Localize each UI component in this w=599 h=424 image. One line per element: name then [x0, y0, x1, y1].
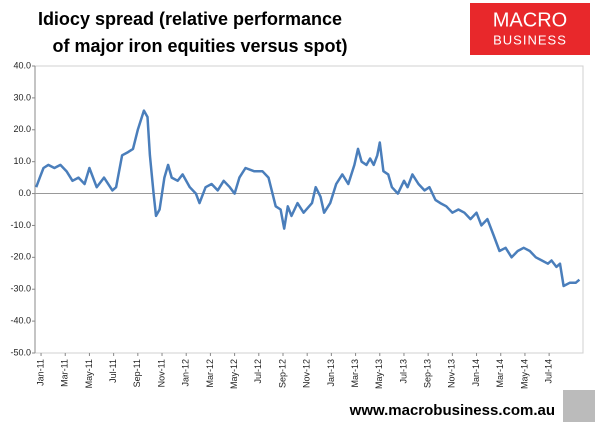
- plot-frame: [34, 65, 584, 354]
- y-tick-label: 20.0: [13, 124, 31, 134]
- x-tick-label: Jul-13: [398, 359, 408, 384]
- x-tick-label: Jan-14: [471, 359, 481, 387]
- y-tick-label: 40.0: [13, 60, 31, 70]
- logo-image: [563, 390, 595, 422]
- chart-title: Idiocy spread (relative performance: [38, 9, 342, 29]
- y-tick-label: -50.0: [10, 347, 31, 357]
- logo-text: MACRO: [493, 9, 567, 31]
- x-tick-label: May-11: [84, 359, 94, 388]
- x-tick-label: Jan-12: [181, 359, 191, 387]
- x-tick-label: Nov-11: [156, 359, 166, 387]
- x-tick-label: Jul-14: [544, 359, 554, 384]
- logo-box: [470, 3, 590, 55]
- x-tick-label: Sep-11: [132, 359, 142, 387]
- x-tick-label: Jul-12: [253, 359, 263, 384]
- x-tick-label: Sep-12: [277, 359, 287, 388]
- y-tick-label: -40.0: [10, 315, 31, 325]
- y-tick-label: 0.0: [18, 188, 31, 198]
- x-tick-label: May-12: [229, 359, 239, 389]
- x-tick-label: Nov-12: [302, 359, 312, 388]
- chart-title: of major iron equities versus spot): [52, 36, 347, 56]
- y-tick-label: -30.0: [10, 284, 31, 294]
- y-tick-label: 30.0: [13, 92, 31, 102]
- x-tick-label: May-14: [519, 359, 529, 389]
- x-tick-label: Jan-11: [35, 359, 45, 386]
- x-tick-label: Mar-14: [495, 359, 505, 388]
- y-tick-label: -10.0: [10, 220, 31, 230]
- x-tick-label: Jul-11: [108, 359, 118, 383]
- y-tick-label: -20.0: [10, 252, 31, 262]
- x-tick-label: May-13: [374, 359, 384, 389]
- logo-text: BUSINESS: [493, 32, 567, 47]
- x-tick-label: Mar-11: [60, 359, 70, 387]
- x-tick-label: Mar-12: [205, 359, 215, 388]
- x-tick-label: Sep-13: [423, 359, 433, 388]
- x-tick-label: Jan-13: [326, 359, 336, 387]
- y-tick-label: 10.0: [13, 156, 31, 166]
- x-tick-label: Mar-13: [350, 359, 360, 388]
- data-line: [35, 109, 581, 288]
- x-tick-label: Nov-13: [447, 359, 457, 388]
- footer: www.macrobusiness.com.au: [349, 402, 555, 419]
